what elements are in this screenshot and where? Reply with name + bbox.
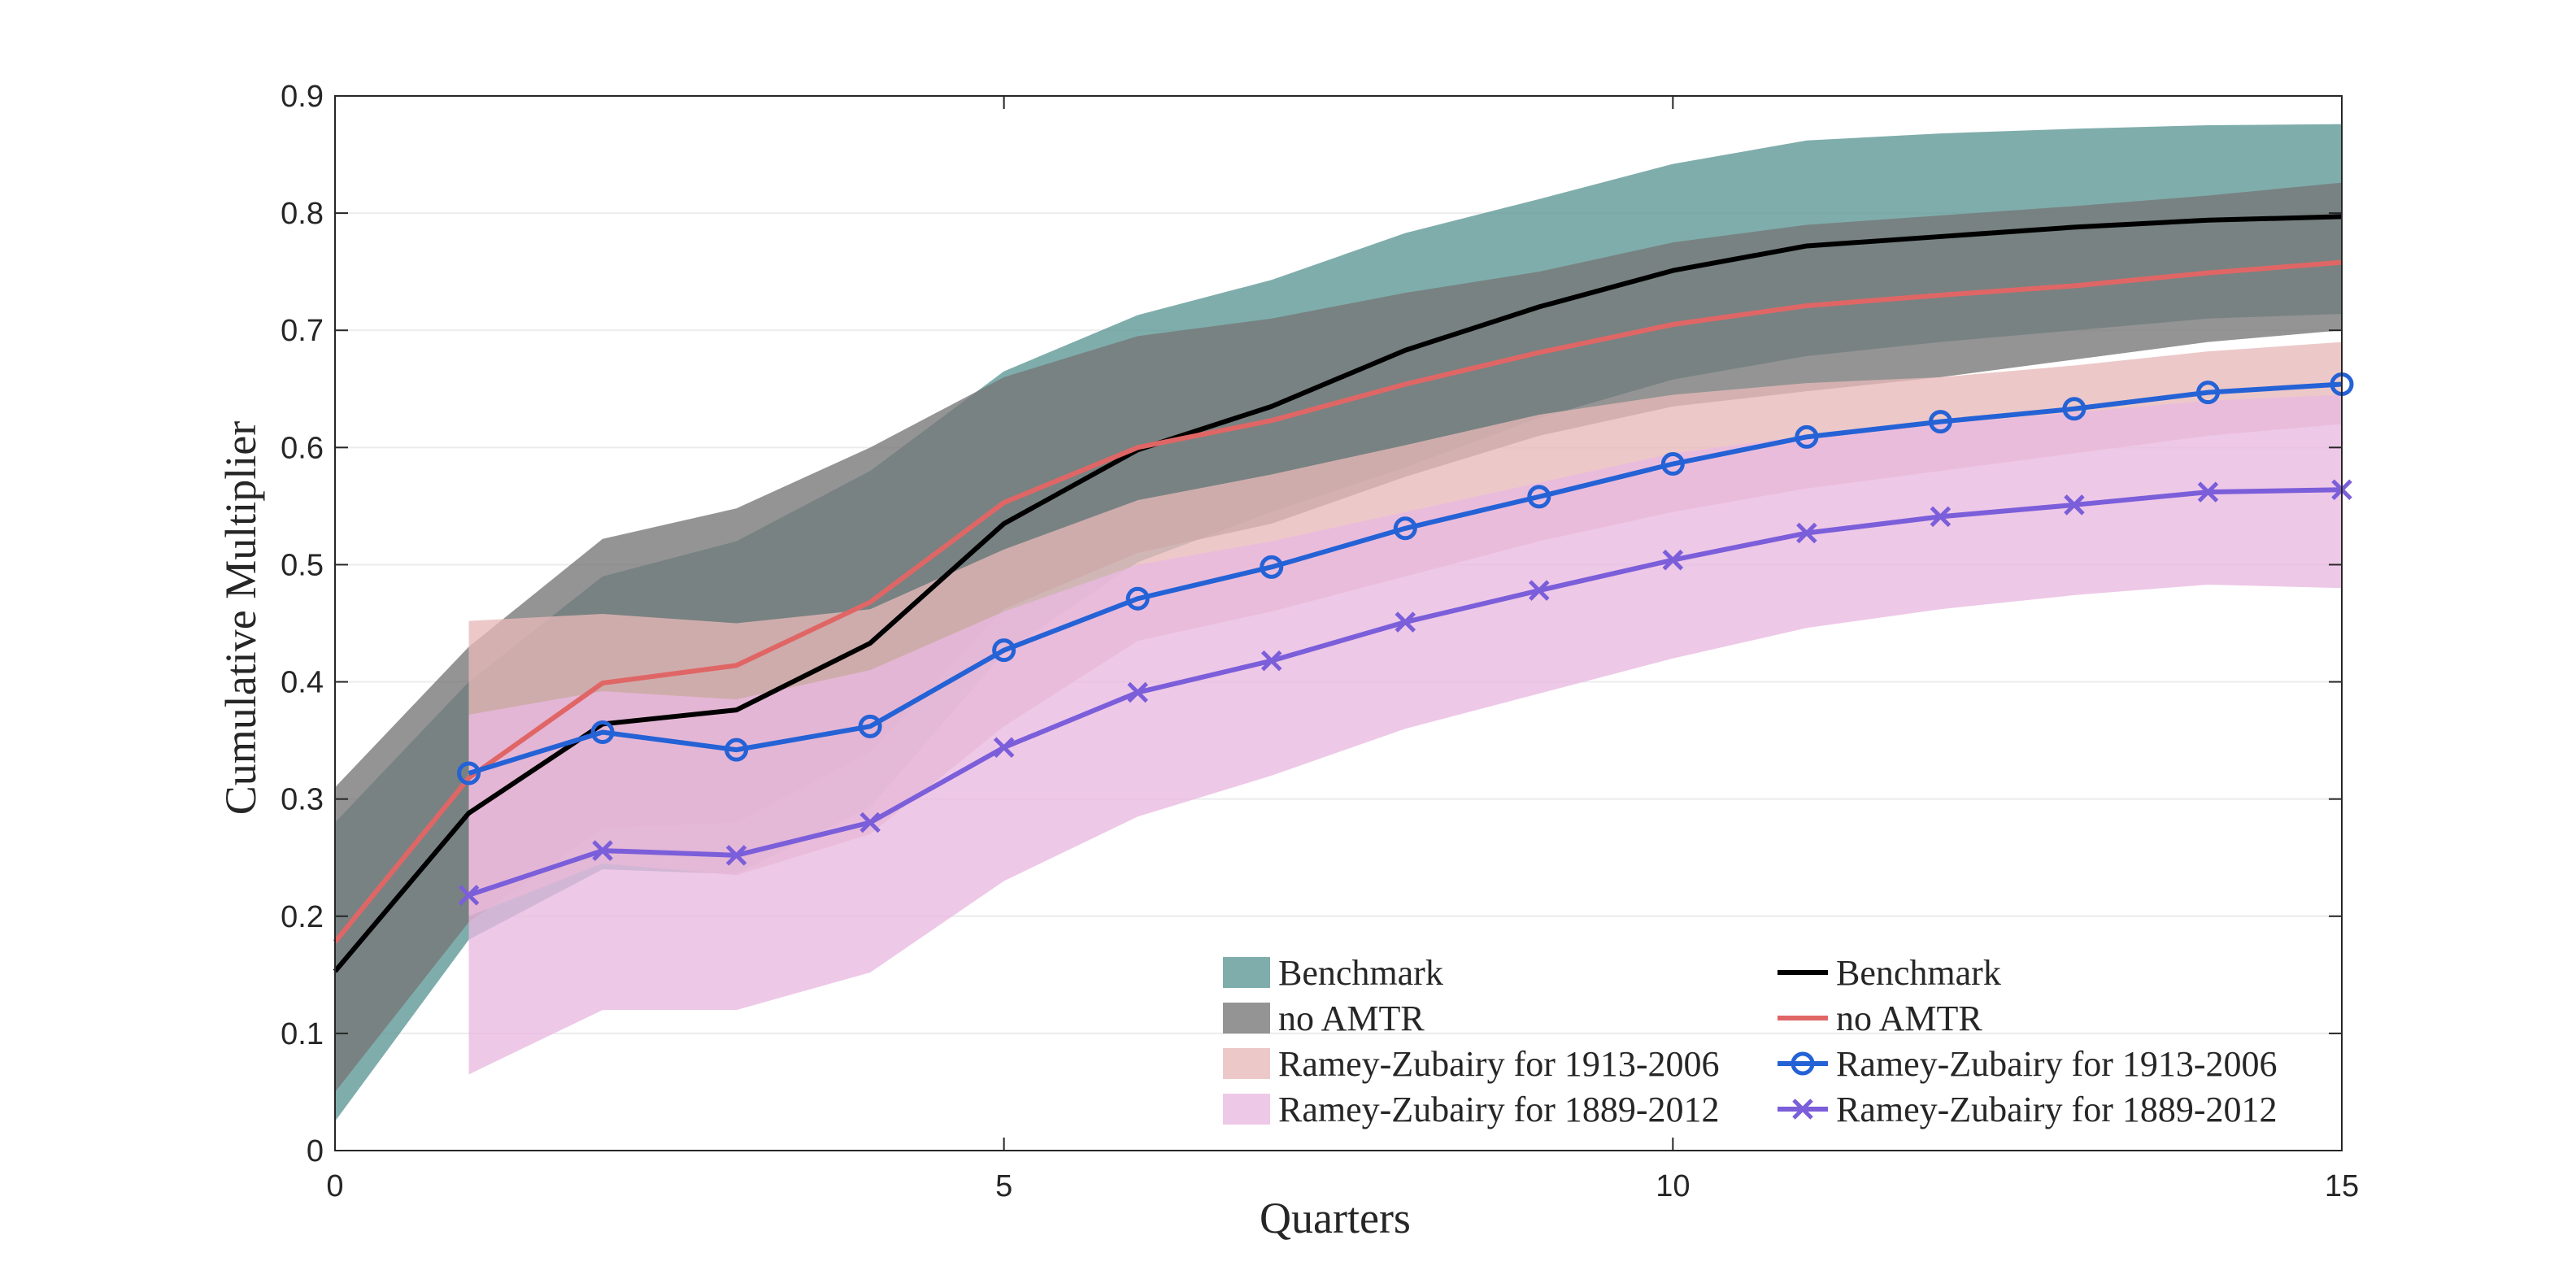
- legend-label-band-0: Benchmark: [1278, 953, 1443, 993]
- series-3-point-11: [1930, 506, 1952, 528]
- legend-swatch-band-2: [1223, 1048, 1270, 1079]
- series-line-1: [333, 259, 2343, 944]
- legend-label-series-2: Ramey-Zubairy for 1913-2006: [1836, 1044, 2278, 1084]
- series-3-point-6: [1260, 650, 1282, 672]
- series-3-point-12: [2064, 494, 2085, 516]
- y-tick-label-4: 0.4: [281, 666, 324, 700]
- y-tick-label-0: 0: [307, 1134, 324, 1168]
- series-2-point-8: [1527, 485, 1551, 509]
- x-tick-label-1: 5: [995, 1169, 1012, 1203]
- legend-swatch-band-1: [1223, 1003, 1270, 1033]
- legend-label-band-3: Ramey-Zubairy for 1889-2012: [1278, 1090, 1720, 1129]
- series-3-point-9: [1662, 549, 1684, 571]
- series-2-point-9: [1660, 452, 1685, 476]
- legend-label-band-2: Ramey-Zubairy for 1913-2006: [1278, 1044, 1720, 1084]
- band-3: [468, 394, 2343, 1075]
- series-2-point-7: [1393, 516, 1417, 541]
- y-tick-label-7: 0.7: [281, 314, 324, 348]
- series-3-point-7: [1395, 611, 1416, 633]
- plot-area: 0 0.1 0.2 0.3 0.4 0.5 0.6 0.7 0.8 0.9 0 5 10 15: [281, 80, 2359, 1203]
- x-tick-label-2: 10: [1656, 1169, 1690, 1203]
- series-line-2: [468, 381, 2343, 776]
- series-3-point-13: [2197, 481, 2219, 503]
- series-2-point-13: [2195, 381, 2220, 405]
- y-tick-label-9: 0.9: [281, 80, 324, 114]
- legend-label-series-0: Benchmark: [1836, 953, 2001, 993]
- series-3-point-0: [458, 885, 480, 906]
- series-2-point-11: [1928, 410, 1952, 434]
- series-3-point-2: [725, 845, 747, 866]
- series-3-point-10: [1796, 522, 1817, 544]
- y-tick-label-6: 0.6: [281, 431, 324, 465]
- y-tick-label-2: 0.2: [281, 900, 324, 934]
- series-2-point-1: [590, 720, 615, 745]
- series-2-point-2: [724, 738, 749, 762]
- y-tick-label-5: 0.5: [281, 548, 324, 582]
- series-2-point-4: [992, 638, 1016, 663]
- axes-box: [334, 95, 2343, 1151]
- series-3-point-8: [1529, 580, 1550, 601]
- y-tick-label-3: 0.3: [281, 783, 324, 817]
- series-2-point-12: [2062, 397, 2086, 421]
- x-tick-label-3: 15: [2325, 1169, 2359, 1203]
- series-2-point-6: [1260, 555, 1284, 579]
- legend-label-band-1: no AMTR: [1278, 999, 1425, 1038]
- legend-label-series-3: Ramey-Zubairy for 1889-2012: [1836, 1090, 2278, 1129]
- y-tick-label-1: 0.1: [281, 1017, 324, 1051]
- series-line-0: [333, 214, 2343, 973]
- x-axis-title: Quarters: [1260, 1194, 1411, 1242]
- y-axis-title: Cumulative Multiplier: [216, 421, 265, 815]
- legend-label-series-1: no AMTR: [1836, 999, 1982, 1038]
- legend: Benchmark no AMTR Ramey-Zubairy for 1913-2…: [1223, 953, 2278, 1129]
- series-2-point-3: [858, 714, 882, 738]
- series-2-point-5: [1125, 586, 1150, 611]
- series-2-point-10: [1795, 424, 1819, 449]
- legend-marker-series-3: [1792, 1099, 1813, 1120]
- legend-swatch-band-0: [1223, 957, 1270, 988]
- series-3-point-3: [859, 812, 881, 833]
- y-tick-label-8: 0.8: [281, 197, 324, 231]
- series-3-point-4: [993, 737, 1015, 759]
- series-3-point-1: [592, 840, 613, 861]
- series-3-point-5: [1127, 681, 1148, 703]
- legend-swatch-band-3: [1223, 1094, 1270, 1125]
- legend-marker-series-2: [1791, 1051, 1815, 1076]
- series-2-point-0: [457, 761, 481, 785]
- x-tick-label-0: 0: [326, 1169, 343, 1203]
